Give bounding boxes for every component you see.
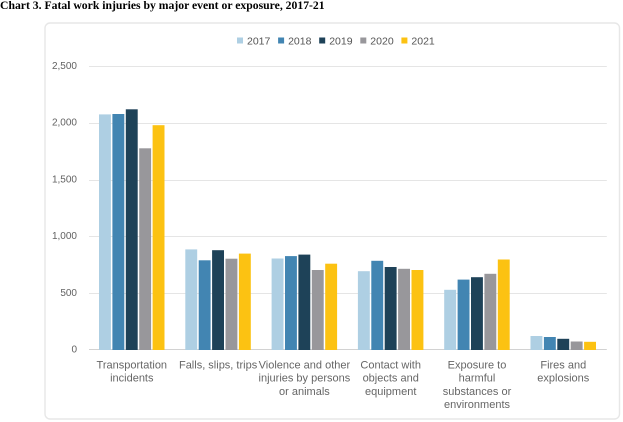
- svg-text:equipment: equipment: [365, 386, 416, 398]
- svg-text:2,000: 2,000: [52, 118, 77, 129]
- svg-text:or animals: or animals: [279, 386, 330, 398]
- svg-text:1,500: 1,500: [52, 174, 77, 185]
- svg-text:Fires and: Fires and: [540, 360, 586, 372]
- svg-text:0: 0: [71, 345, 77, 356]
- svg-text:incidents: incidents: [110, 373, 154, 385]
- svg-text:injuries by persons: injuries by persons: [259, 373, 351, 385]
- svg-text:Falls, slips, trips: Falls, slips, trips: [179, 360, 258, 372]
- svg-text:2019: 2019: [329, 36, 353, 48]
- svg-text:500: 500: [60, 288, 77, 299]
- svg-text:explosions: explosions: [537, 373, 589, 385]
- svg-text:2021: 2021: [411, 36, 435, 48]
- svg-text:2,500: 2,500: [52, 61, 77, 72]
- svg-text:1,000: 1,000: [52, 231, 77, 242]
- svg-text:Contact with: Contact with: [360, 360, 421, 372]
- svg-text:2020: 2020: [370, 36, 394, 48]
- svg-text:Violence and other: Violence and other: [259, 360, 351, 372]
- svg-text:objects and: objects and: [363, 373, 419, 385]
- svg-text:2017: 2017: [247, 36, 271, 48]
- svg-text:Exposure to: Exposure to: [448, 360, 507, 372]
- svg-text:environments: environments: [444, 399, 511, 411]
- svg-text:substances or: substances or: [443, 386, 512, 398]
- svg-text:2018: 2018: [288, 36, 312, 48]
- svg-text:harmful: harmful: [459, 373, 496, 385]
- svg-text:Transportation: Transportation: [97, 360, 168, 372]
